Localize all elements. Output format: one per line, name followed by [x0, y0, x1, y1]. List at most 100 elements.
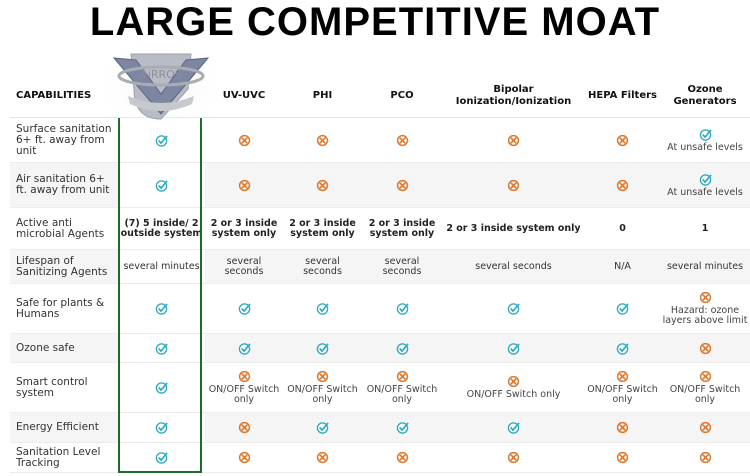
- table-cell: [362, 333, 442, 363]
- cross-icon: [238, 421, 251, 434]
- cross-icon: [238, 179, 251, 191]
- table-row: Smart control system ON/OFF Switch only ON…: [10, 362, 750, 413]
- cross-icon: [316, 451, 329, 464]
- table-cell: [442, 412, 585, 443]
- cell-text: At unsafe levels: [667, 186, 743, 198]
- cross-icon: [238, 451, 251, 464]
- table-cell: ON/OFF Switch only: [585, 362, 660, 413]
- table-cell: [585, 412, 660, 443]
- table-cell: 2 or 3 inside system only: [205, 207, 283, 250]
- table-cell: [585, 117, 660, 163]
- row-label: Sanitation Level Tracking: [10, 442, 118, 473]
- check-icon: [507, 342, 520, 355]
- cross-icon: [616, 451, 629, 464]
- cross-icon: [616, 421, 629, 434]
- header-col-2: UV-UVC: [205, 74, 283, 118]
- table-cell: several seconds: [283, 249, 362, 284]
- table-cell: [585, 333, 660, 363]
- check-icon: [155, 179, 168, 192]
- check-icon: [155, 452, 168, 464]
- cross-icon: [507, 134, 520, 146]
- cross-icon: [238, 134, 251, 146]
- table-cell: [205, 162, 283, 208]
- table-cell: [118, 362, 205, 413]
- cell-text: 2 or 3 inside system only: [368, 217, 436, 239]
- table-row: Safe for plants & Humans Hazard: ozone la…: [10, 283, 750, 334]
- table-row: Lifespan of Sanitizing Agents several min…: [10, 249, 750, 284]
- cell-text: several seconds: [475, 260, 552, 272]
- table-cell: several minutes: [118, 249, 205, 284]
- check-icon: [155, 342, 168, 355]
- cell-text: several minutes: [123, 260, 200, 272]
- check-icon: [155, 303, 168, 315]
- cross-icon: [507, 451, 520, 464]
- table-cell: several minutes: [660, 249, 750, 284]
- table-cell: ON/OFF Switch only: [205, 362, 283, 413]
- cross-icon: [616, 134, 629, 146]
- table-cell: [118, 333, 205, 363]
- cell-text: N/A: [614, 260, 631, 272]
- cross-icon: [396, 451, 409, 464]
- cell-text: (7) 5 inside/ 2 outside system: [120, 217, 203, 239]
- cross-icon: [616, 179, 629, 191]
- table-cell: ON/OFF Switch only: [362, 362, 442, 413]
- table-cell: [442, 162, 585, 208]
- table-cell: [442, 283, 585, 334]
- cell-text: ON/OFF Switch only: [669, 384, 741, 405]
- table-cell: several seconds: [362, 249, 442, 284]
- cell-text: ON/OFF Switch only: [287, 384, 358, 405]
- cross-icon: [396, 134, 409, 146]
- check-icon: [699, 173, 712, 186]
- page-title: LARGE COMPETITIVE MOAT: [89, 0, 661, 44]
- table-cell: several seconds: [442, 249, 585, 284]
- check-icon: [155, 134, 168, 147]
- row-label: Surface sanitation 6+ ft. away from unit: [10, 117, 118, 163]
- check-icon: [396, 342, 409, 355]
- table-cell: [283, 283, 362, 334]
- table-row: Sanitation Level Tracking: [10, 442, 750, 473]
- header-col-4: PCO: [362, 74, 442, 118]
- check-icon: [507, 422, 520, 434]
- table-cell: [118, 162, 205, 208]
- check-icon: [396, 303, 409, 315]
- table-cell: [118, 117, 205, 163]
- table-cell: [362, 162, 442, 208]
- cell-text: 2 or 3 inside system only: [289, 217, 356, 239]
- row-label: Air sanitation 6+ ft. away from unit: [10, 162, 118, 208]
- table-cell: [442, 333, 585, 363]
- cross-icon: [396, 370, 409, 383]
- cell-text: ON/OFF Switch only: [366, 384, 438, 405]
- table-cell: [362, 283, 442, 334]
- cell-text: 2 or 3 inside system only: [210, 217, 278, 239]
- check-icon: [616, 342, 629, 355]
- cell-text: several seconds: [224, 255, 264, 277]
- table-cell: [205, 283, 283, 334]
- row-label: Smart control system: [10, 362, 118, 413]
- table-cell: [362, 117, 442, 163]
- table-cell: [118, 442, 205, 473]
- table-cell: [442, 117, 585, 163]
- check-icon: [507, 303, 520, 315]
- cross-icon: [699, 421, 712, 434]
- table-cell: 2 or 3 inside system only: [362, 207, 442, 250]
- table-cell: N/A: [585, 249, 660, 284]
- cross-icon: [316, 134, 329, 146]
- cross-icon: [316, 179, 329, 191]
- cell-text: ON/OFF Switch only: [587, 384, 658, 405]
- table-cell: [118, 283, 205, 334]
- table-cell: [362, 442, 442, 473]
- table-cell: [585, 162, 660, 208]
- table-cell: [118, 412, 205, 443]
- cell-text: 1: [701, 222, 709, 234]
- table-cell: [442, 442, 585, 473]
- check-icon: [396, 422, 409, 434]
- table-cell: [660, 442, 750, 473]
- check-icon: [155, 422, 168, 434]
- table-cell: [283, 333, 362, 363]
- table-cell: [283, 442, 362, 473]
- cell-text: several minutes: [666, 260, 744, 272]
- table-cell: several seconds: [205, 249, 283, 284]
- table-cell: [283, 412, 362, 443]
- check-icon: [316, 303, 329, 315]
- cell-text: At unsafe levels: [667, 141, 743, 153]
